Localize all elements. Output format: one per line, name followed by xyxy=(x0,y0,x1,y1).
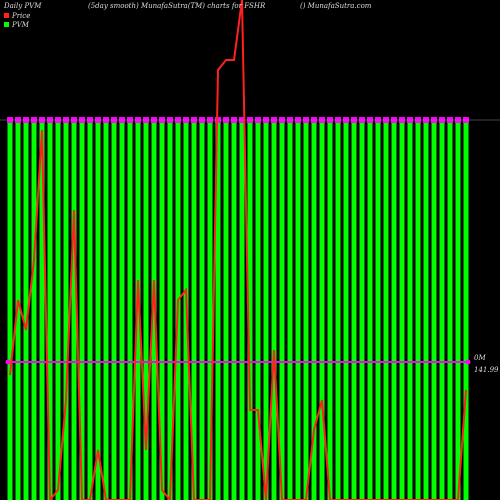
bar xyxy=(247,120,253,500)
bar xyxy=(255,120,261,500)
chart-subtitle: (5day smooth) MunafaSutra(TM) charts for… xyxy=(88,2,266,10)
legend-swatch xyxy=(4,22,9,27)
bar xyxy=(343,120,349,500)
overlay xyxy=(5,0,471,500)
bar xyxy=(231,120,237,500)
bar xyxy=(415,120,421,500)
price-line xyxy=(9,0,467,500)
bar xyxy=(399,120,405,500)
bar xyxy=(447,120,453,500)
bar xyxy=(71,120,77,500)
bar xyxy=(39,120,45,500)
source: () MunafaSutra.com xyxy=(300,2,372,10)
bar xyxy=(95,120,101,500)
bar xyxy=(367,120,373,500)
bar xyxy=(359,120,365,500)
bar xyxy=(55,120,61,500)
bar xyxy=(87,120,93,500)
bar xyxy=(455,120,461,500)
bar xyxy=(103,120,109,500)
reference-dot xyxy=(465,359,471,365)
right-label: 0M xyxy=(474,354,486,362)
bar xyxy=(271,120,277,500)
bar xyxy=(263,120,269,500)
bar xyxy=(143,120,149,500)
bar xyxy=(159,120,165,500)
bar xyxy=(279,120,285,500)
bar xyxy=(375,120,381,500)
bar xyxy=(287,120,293,500)
bars xyxy=(0,117,500,500)
bar xyxy=(111,120,117,500)
bar xyxy=(47,120,53,500)
bar xyxy=(119,120,125,500)
bar xyxy=(135,120,141,500)
bar xyxy=(199,120,205,500)
legend-label: PVM xyxy=(11,21,30,29)
bar xyxy=(319,120,325,500)
bar xyxy=(351,120,357,500)
bar xyxy=(7,120,13,500)
bar xyxy=(423,120,429,500)
bar xyxy=(167,120,173,500)
bar xyxy=(327,120,333,500)
reference-dot xyxy=(5,359,11,365)
legend-swatch xyxy=(4,13,9,18)
bar xyxy=(127,120,133,500)
bar xyxy=(191,120,197,500)
bar xyxy=(239,120,245,500)
bar xyxy=(63,120,69,500)
chart-title: Daily PVM xyxy=(3,2,42,10)
bar xyxy=(207,120,213,500)
bar xyxy=(439,120,445,500)
bar xyxy=(391,120,397,500)
bar xyxy=(295,120,301,500)
bar xyxy=(431,120,437,500)
bar xyxy=(303,120,309,500)
bar xyxy=(15,120,21,500)
bar xyxy=(463,120,469,500)
bar xyxy=(23,120,29,500)
bar xyxy=(407,120,413,500)
bar xyxy=(151,120,157,500)
bar xyxy=(79,120,85,500)
bar xyxy=(311,120,317,500)
bar xyxy=(335,120,341,500)
bar xyxy=(223,120,229,500)
legend-label: Price xyxy=(11,12,30,20)
right-label: 141.99 xyxy=(474,366,499,374)
bar xyxy=(31,120,37,500)
bar xyxy=(215,120,221,500)
bar xyxy=(383,120,389,500)
